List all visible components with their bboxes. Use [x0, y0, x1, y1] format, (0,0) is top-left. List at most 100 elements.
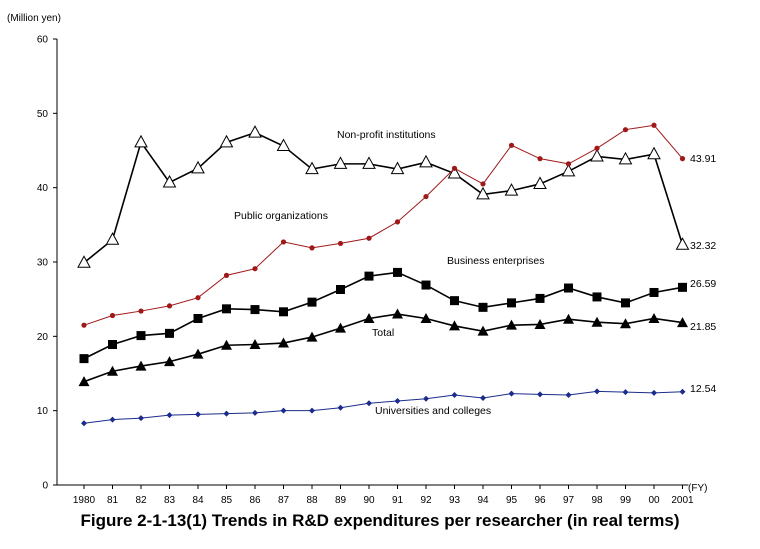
- data-point-diamond: [451, 392, 458, 399]
- data-point-dot: [508, 142, 515, 148]
- data-point-triangle: [249, 339, 261, 350]
- data-point-open-triangle: [476, 186, 490, 200]
- data-point-square: [507, 298, 516, 308]
- data-point-diamond: [651, 389, 657, 396]
- data-point-square: [250, 305, 260, 315]
- data-point-square: [136, 331, 146, 341]
- x-tick-label: 94: [477, 495, 489, 506]
- data-point-triangle: [107, 365, 118, 376]
- y-axis-unit-label: (Million yen): [7, 13, 61, 24]
- x-axis-unit-label: (FY): [688, 483, 707, 494]
- series-name-label: Total: [372, 327, 394, 339]
- data-point-open-triangle: [504, 183, 519, 196]
- end-value-label: 21.85: [690, 321, 716, 333]
- data-point-diamond: [394, 398, 401, 405]
- x-tick-label: 99: [620, 495, 632, 506]
- series-name-label: Public organizations: [234, 210, 328, 222]
- x-tick-label: 81: [107, 495, 119, 506]
- x-tick-label: 83: [164, 495, 176, 506]
- data-point-dot: [366, 235, 372, 241]
- data-point-diamond: [223, 410, 230, 417]
- data-point-triangle: [449, 320, 460, 331]
- data-point-diamond: [594, 388, 600, 395]
- x-tick-label: 96: [534, 495, 546, 506]
- y-tick-label: 0: [42, 481, 48, 492]
- data-point-square: [193, 313, 203, 323]
- data-point-diamond: [622, 389, 629, 396]
- data-point-dot: [252, 266, 258, 272]
- series-line: [83, 124, 683, 326]
- data-point-diamond: [679, 388, 686, 395]
- data-point-square: [222, 304, 231, 314]
- series-group: [77, 122, 690, 427]
- x-tick-label: 00: [648, 495, 660, 506]
- data-point-open-triangle: [219, 134, 234, 148]
- data-point-square: [678, 282, 687, 292]
- data-point-dot: [109, 312, 116, 319]
- series-name-label: Universities and colleges: [375, 405, 491, 417]
- data-point-dot: [138, 308, 144, 314]
- data-point-diamond: [537, 391, 543, 398]
- x-tick-label: 95: [506, 495, 518, 506]
- x-tick-label: 82: [135, 495, 147, 506]
- end-value-label: 26.59: [690, 278, 716, 290]
- data-point-open-triangle: [618, 151, 633, 165]
- data-point-diamond: [337, 404, 344, 411]
- data-point-dot: [81, 322, 87, 328]
- data-point-open-triangle: [105, 232, 120, 245]
- data-point-open-triangle: [305, 161, 319, 175]
- data-point-diamond: [252, 409, 258, 416]
- data-point-open-triangle: [134, 134, 148, 148]
- data-point-diamond: [195, 411, 201, 418]
- data-point-triangle: [135, 360, 147, 371]
- data-point-triangle: [591, 316, 603, 327]
- data-point-square: [421, 280, 431, 290]
- axes: 0 10 20 30 40 50 60 1980 81 82 83 84 85 86 87 88 89 90 91 9…: [37, 35, 694, 507]
- data-point-triangle: [534, 318, 546, 329]
- data-point-open-triangle: [447, 165, 462, 179]
- data-point-square: [108, 340, 117, 350]
- data-point-dot: [622, 127, 629, 133]
- data-point-dot: [537, 156, 543, 162]
- data-point-dot: [451, 165, 458, 171]
- data-point-diamond: [309, 407, 315, 414]
- end-value-label: 12.54: [690, 383, 716, 395]
- data-point-diamond: [166, 412, 173, 419]
- y-tick-label: 10: [37, 406, 49, 417]
- data-point-dot: [309, 245, 315, 251]
- series-line: [83, 313, 683, 383]
- data-point-triangle: [221, 339, 232, 350]
- data-point-square: [307, 297, 317, 307]
- data-point-open-triangle: [590, 148, 604, 162]
- data-point-diamond: [366, 400, 372, 407]
- data-point-square: [564, 283, 573, 293]
- data-point-triangle: [278, 337, 289, 348]
- data-point-dot: [565, 161, 572, 167]
- data-point-square: [279, 307, 288, 317]
- data-point-dot: [423, 193, 429, 200]
- data-point-square: [621, 298, 630, 308]
- x-tick-label: 91: [392, 495, 404, 506]
- data-point-open-triangle: [675, 237, 690, 250]
- data-point-triangle: [563, 313, 574, 324]
- data-point-open-triangle: [362, 156, 376, 169]
- data-point-triangle: [392, 308, 403, 319]
- data-point-open-triangle: [162, 174, 177, 188]
- data-point-triangle: [420, 312, 432, 323]
- x-tick-label: 89: [335, 495, 347, 506]
- data-point-triangle: [677, 317, 688, 328]
- data-point-triangle: [363, 312, 375, 323]
- y-tick-label: 20: [37, 332, 49, 343]
- data-point-diamond: [565, 392, 572, 399]
- series-line: [83, 271, 683, 360]
- data-point-square: [79, 354, 89, 364]
- data-point-open-triangle: [561, 163, 576, 177]
- data-point-square: [165, 328, 174, 338]
- end-value-label: 43.91: [690, 153, 716, 165]
- data-point-open-triangle: [647, 146, 661, 160]
- data-point-open-triangle: [248, 125, 262, 138]
- x-tick-label: 87: [278, 495, 290, 506]
- data-point-open-triangle: [333, 156, 348, 169]
- data-point-diamond: [138, 415, 144, 422]
- data-point-dot: [679, 156, 686, 162]
